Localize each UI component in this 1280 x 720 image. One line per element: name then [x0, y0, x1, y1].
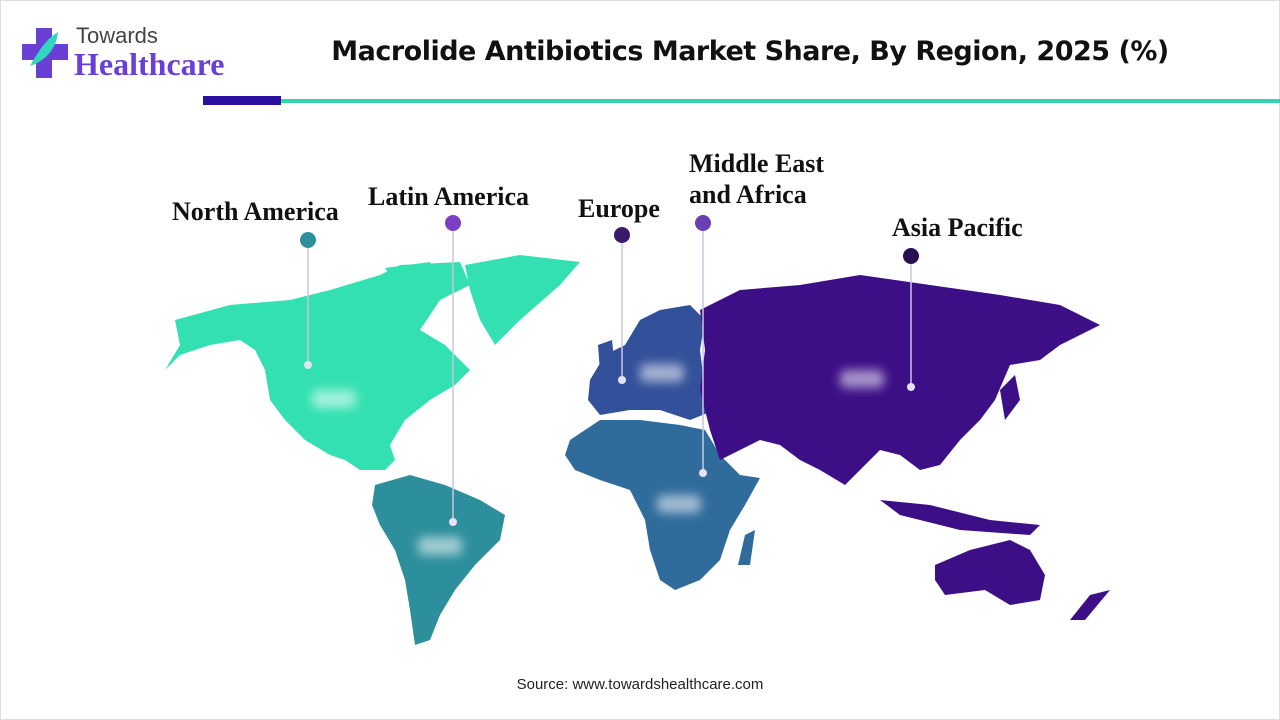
logo: Towards Healthcare [20, 20, 250, 90]
page-title: Macrolide Antibiotics Market Share, By R… [331, 36, 1169, 67]
region-north-america[interactable] [165, 262, 470, 470]
region-indonesia [880, 500, 1040, 535]
medical-cross-leaf-icon [22, 28, 68, 78]
marker-europe [614, 227, 630, 243]
region-uk [598, 340, 615, 372]
region-australia [935, 540, 1045, 605]
blurred-values [312, 364, 884, 555]
marker-middle-east-africa [695, 215, 711, 231]
region-latin-america[interactable] [372, 475, 505, 645]
label-asia-pacific: Asia Pacific [892, 213, 1023, 242]
region-new-zealand [1070, 590, 1110, 620]
anchor-dots [304, 361, 915, 526]
title-underline-accent [203, 96, 281, 105]
marker-latin-america [445, 215, 461, 231]
region-north-america-islands [385, 262, 440, 290]
logo-text-top: Towards [76, 23, 158, 48]
region-madagascar [738, 530, 755, 565]
region-japan [1000, 375, 1020, 420]
source-note: Source: www.towardshealthcare.com [516, 676, 764, 693]
label-north-america: North America [172, 197, 339, 226]
label-europe: Europe [578, 194, 660, 223]
region-europe[interactable] [588, 305, 715, 420]
label-middle-east-africa: Middle East and Africa [689, 148, 824, 210]
title-underline [281, 99, 1280, 103]
label-middle-east-line1: Middle East [689, 149, 825, 178]
logo-text-bottom: Healthcare [74, 46, 225, 82]
marker-asia-pacific [903, 248, 919, 264]
label-latin-america: Latin America [368, 182, 530, 211]
region-asia-pacific[interactable] [700, 275, 1100, 485]
leader-lines [307, 223, 912, 522]
region-greenland [465, 255, 580, 345]
marker-north-america [300, 232, 316, 248]
label-middle-east-line2: and Africa [689, 180, 807, 209]
